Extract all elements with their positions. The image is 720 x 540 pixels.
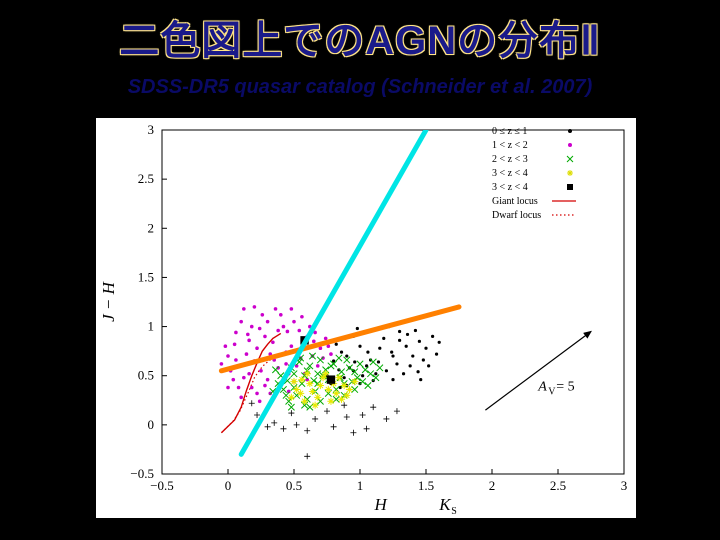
svg-text:1: 1 bbox=[357, 478, 364, 493]
svg-text:1.5: 1.5 bbox=[138, 269, 154, 284]
svg-text:2 < z < 3: 2 < z < 3 bbox=[492, 154, 528, 165]
svg-text:0 ≤ z ≤ 1: 0 ≤ z ≤ 1 bbox=[492, 126, 527, 137]
svg-text:2: 2 bbox=[489, 478, 496, 493]
svg-text:V: V bbox=[548, 386, 556, 397]
slide-subtitle: SDSS-DR5 quasar catalog (Schneider et al… bbox=[0, 76, 720, 99]
svg-text:1.5: 1.5 bbox=[418, 478, 434, 493]
svg-text:2: 2 bbox=[148, 220, 155, 235]
svg-text:3: 3 bbox=[621, 478, 628, 493]
svg-text:3: 3 bbox=[148, 122, 155, 137]
slide-title: 二色図上でのAGNの分布Ⅱ bbox=[0, 8, 720, 66]
svg-text:1 < z < 2: 1 < z < 2 bbox=[492, 140, 528, 151]
svg-text:A: A bbox=[537, 379, 547, 394]
svg-text:0.5: 0.5 bbox=[138, 368, 154, 383]
svg-text:Giant locus: Giant locus bbox=[492, 196, 538, 207]
svg-text:S: S bbox=[451, 506, 457, 517]
svg-text:1: 1 bbox=[148, 319, 155, 334]
svg-text:0.5: 0.5 bbox=[286, 478, 302, 493]
svg-text:= 5: = 5 bbox=[556, 379, 574, 394]
svg-text:J − H: J − H bbox=[99, 280, 118, 322]
svg-text:0: 0 bbox=[148, 417, 155, 432]
svg-text:3 < z < 4: 3 < z < 4 bbox=[492, 182, 528, 193]
svg-text:2.5: 2.5 bbox=[138, 171, 154, 186]
slide: { "title": { "text": "二色図上でのAGNの分布Ⅱ", "f… bbox=[0, 0, 720, 540]
svg-text:H: H bbox=[374, 495, 389, 514]
svg-text:K: K bbox=[438, 495, 452, 514]
svg-text:3 < z < 4: 3 < z < 4 bbox=[492, 168, 528, 179]
svg-text:2.5: 2.5 bbox=[550, 478, 566, 493]
svg-text:0: 0 bbox=[225, 478, 232, 493]
svg-text:−0.5: −0.5 bbox=[130, 466, 154, 481]
svg-text:Dwarf locus: Dwarf locus bbox=[492, 210, 541, 221]
color-color-scatter-chart: −0.500.511.522.53−0.500.511.522.53HKSJ −… bbox=[96, 118, 636, 518]
